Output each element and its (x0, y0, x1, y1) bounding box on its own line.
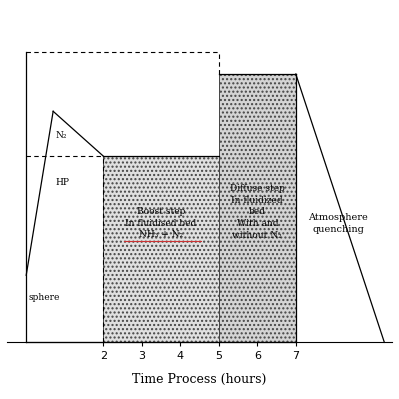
Bar (103, 156, 219, 342)
Text: N₂: N₂ (55, 131, 67, 140)
Text: Atmosphere
quenching: Atmosphere quenching (308, 213, 368, 233)
Bar (219, 74, 296, 342)
Text: Diffuse step
In fluidized
bed
With and
without N₂: Diffuse step In fluidized bed With and w… (230, 184, 285, 240)
Text: HP: HP (55, 178, 69, 187)
Text: Boost step
In fluidised bed
NH₃ + N₂: Boost step In fluidised bed NH₃ + N₂ (125, 207, 197, 239)
X-axis label: Time Process (hours): Time Process (hours) (132, 373, 267, 385)
Text: sphere: sphere (28, 293, 59, 302)
